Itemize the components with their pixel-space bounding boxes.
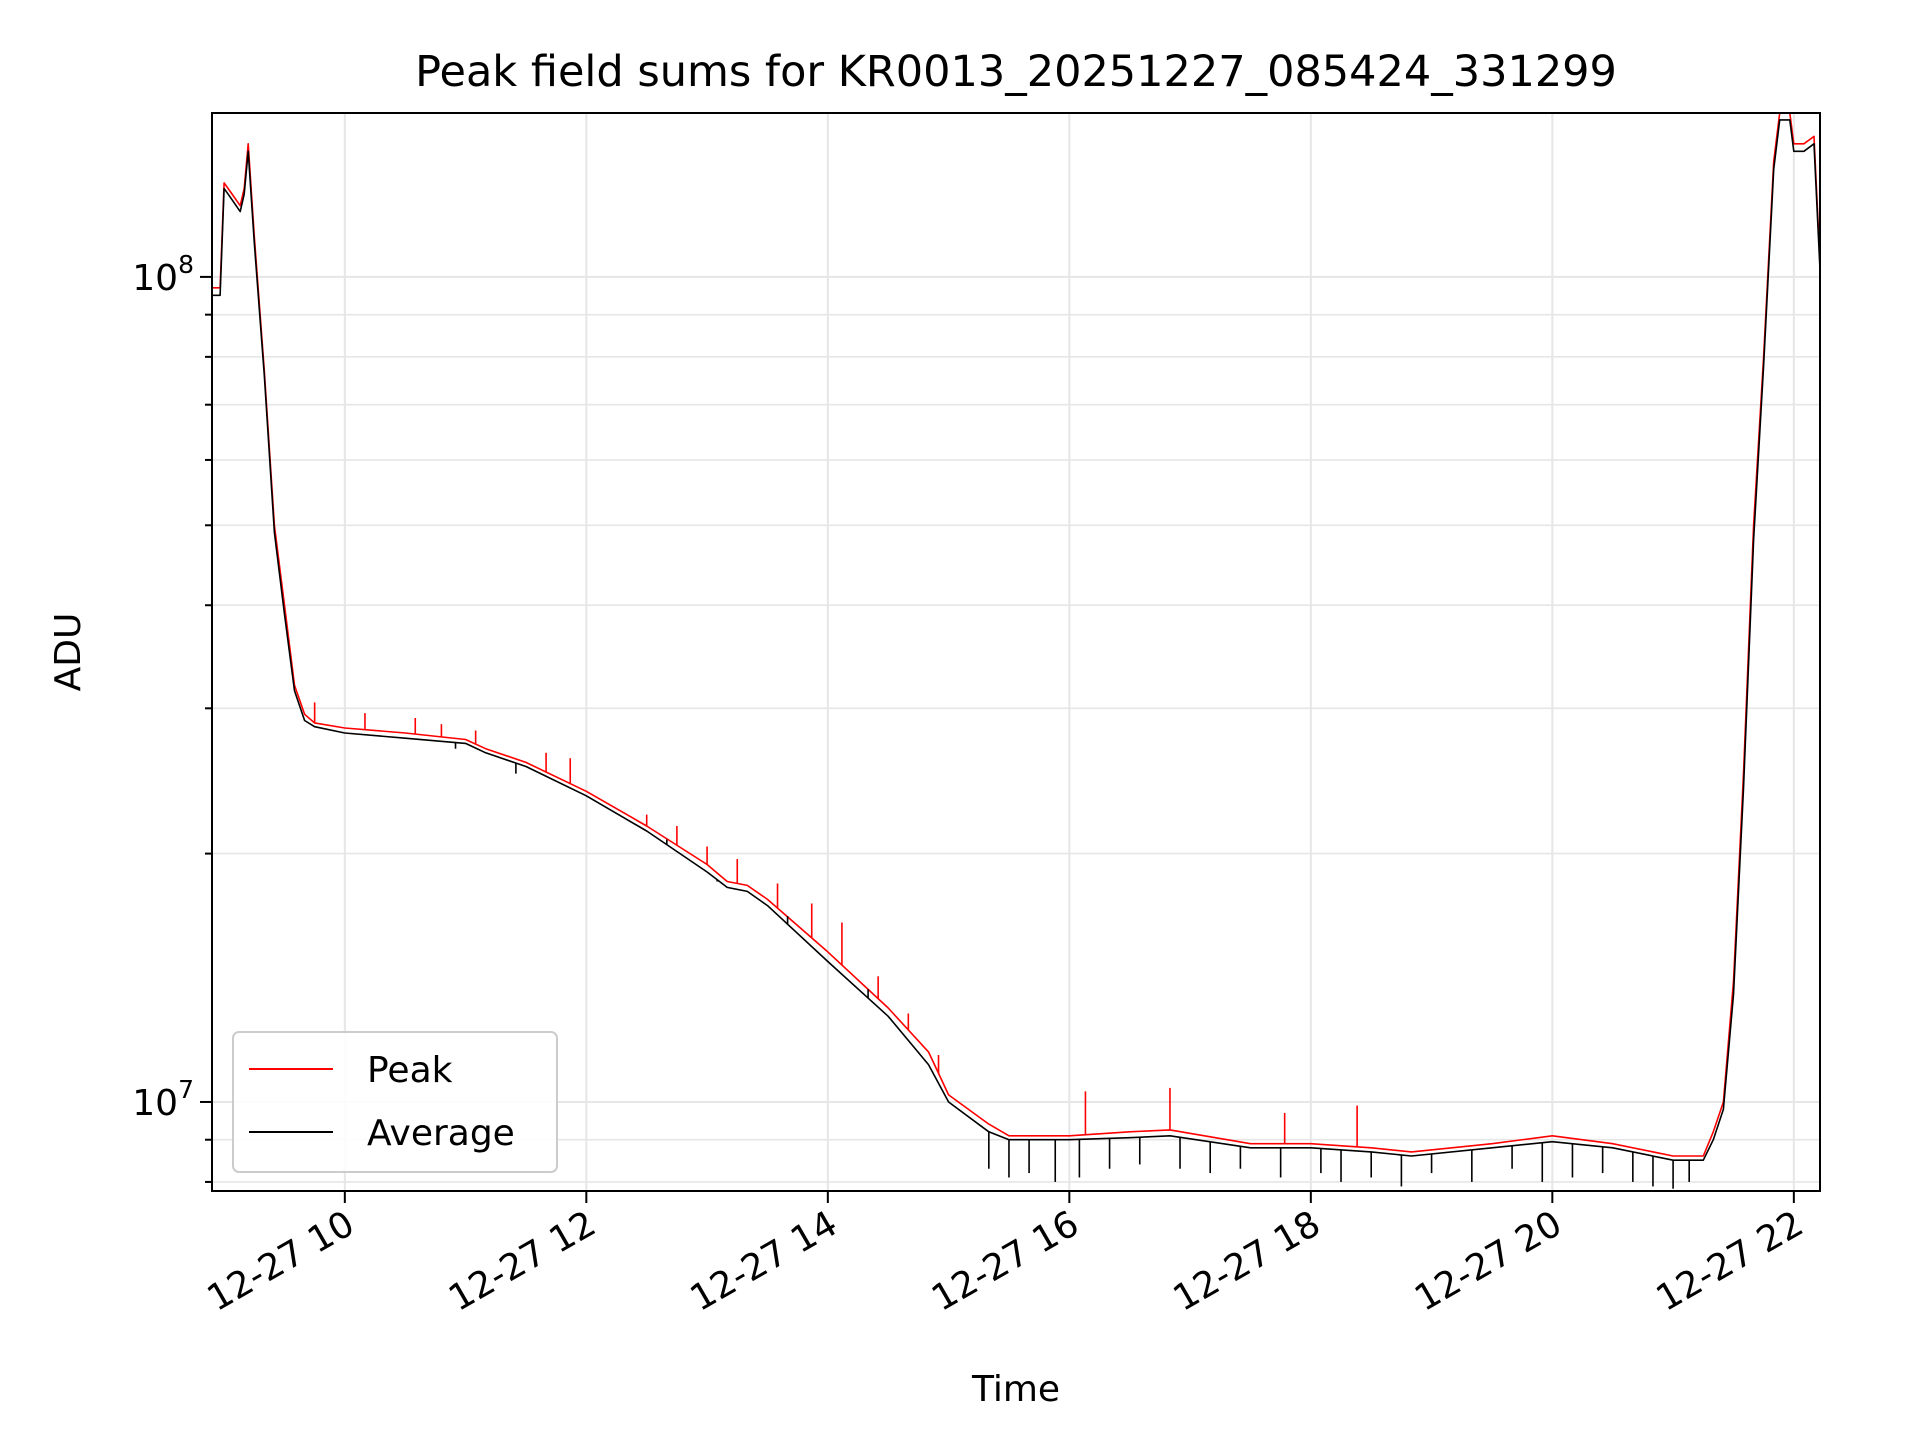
grid [212,113,1820,1191]
series-line-average [212,119,1820,1161]
legend-label-average: Average [367,1113,515,1154]
y-tick-label: 107 [132,1075,194,1124]
series-layer [212,113,1820,1189]
legend-label-peak: Peak [367,1050,453,1091]
chart-title: Peak field sums for KR0013_20251227_0854… [415,47,1617,97]
x-axis-label: Time [971,1369,1060,1410]
legend-box [232,1031,558,1173]
legend: Peak Average [232,1031,558,1173]
y-axis-ticks: 107 108 [132,250,212,1183]
plot-frame [211,112,1821,1192]
y-tick-label: 108 [132,250,194,299]
y-axis-label: ADU [48,613,89,692]
